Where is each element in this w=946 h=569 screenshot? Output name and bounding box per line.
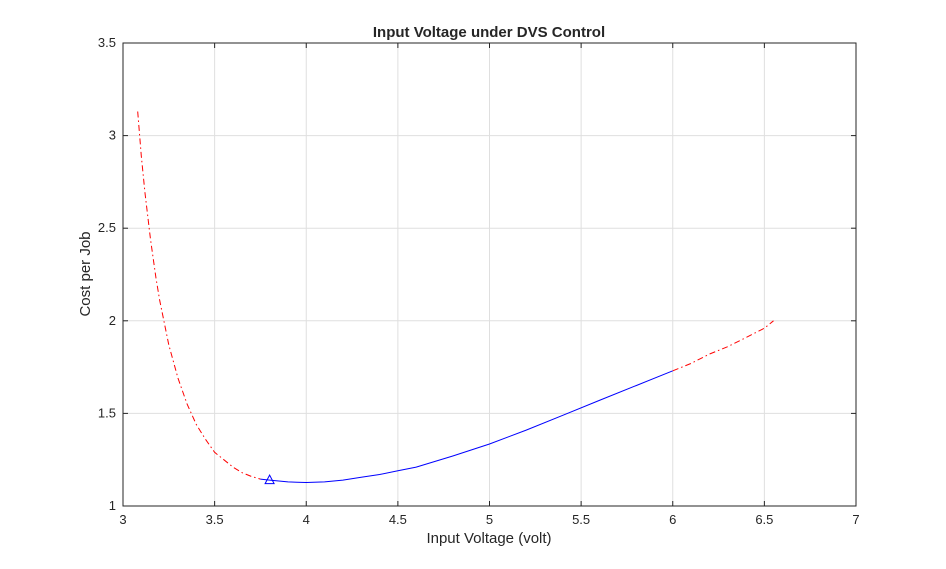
y-axis-label: Cost per Job [77, 231, 94, 316]
y-tick-label: 2 [109, 313, 116, 328]
y-tick-label: 3.5 [98, 35, 116, 50]
x-tick-label: 6.5 [755, 512, 773, 527]
x-tick-label: 3 [119, 512, 126, 527]
y-tick-label: 1.5 [98, 405, 116, 420]
x-tick-label: 7 [852, 512, 859, 527]
x-tick-label: 6 [669, 512, 676, 527]
series-line-dashdot [137, 111, 261, 480]
x-tick-label: 4.5 [389, 512, 407, 527]
grid-lines [122, 42, 857, 507]
optimum-triangle-marker [264, 474, 275, 485]
data-markers [264, 474, 275, 485]
series-line-solid [260, 370, 673, 484]
chart-title: Input Voltage under DVS Control [373, 24, 605, 41]
x-tick-label: 3.5 [206, 512, 224, 527]
y-tick-label: 1 [109, 498, 116, 513]
x-tick-label: 5.5 [572, 512, 590, 527]
y-tick-label: 3 [109, 128, 116, 143]
x-tick-label: 4 [303, 512, 310, 527]
x-tick-label: 5 [486, 512, 493, 527]
y-tick-label: 2.5 [98, 220, 116, 235]
data-series [137, 111, 774, 484]
axis-ticks: 3 3.5 4 4.5 5 5.5 6 6.5 7 1 1.5 2 2.5 3 3.5 [98, 35, 860, 527]
x-axis-label: Input Voltage (volt) [426, 530, 551, 547]
